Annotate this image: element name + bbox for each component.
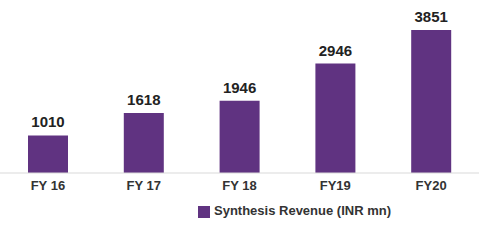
svg-text:1946: 1946: [223, 79, 256, 96]
svg-text:3851: 3851: [415, 8, 448, 25]
svg-text:FY 16: FY 16: [31, 178, 65, 193]
svg-text:1010: 1010: [31, 113, 64, 130]
svg-text:1618: 1618: [127, 91, 160, 108]
svg-text:FY20: FY20: [416, 178, 447, 193]
html-text:Synthesis Revenue (INR mn): Synthesis Revenue (INR mn): [214, 203, 391, 218]
svg-text:FY19: FY19: [320, 178, 351, 193]
svg-text:2946: 2946: [319, 42, 352, 59]
svg-text:FY 18: FY 18: [222, 178, 256, 193]
svg-text:FY 17: FY 17: [126, 178, 160, 193]
